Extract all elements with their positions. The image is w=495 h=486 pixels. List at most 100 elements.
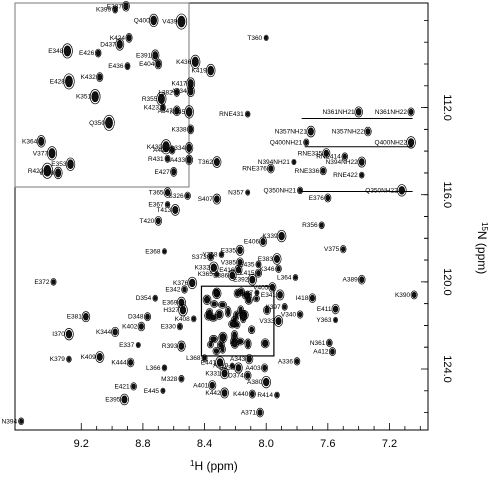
peak-label: E330 (161, 324, 177, 331)
peak-label: K339 (262, 233, 278, 240)
peak-label: K402 (122, 324, 138, 331)
peak-label: E341 (261, 292, 277, 299)
peak-ring (293, 357, 301, 366)
inset-peak-label: V439 (162, 19, 178, 26)
peak (275, 317, 282, 326)
peak-ring (406, 136, 416, 149)
inset-peak (116, 39, 123, 49)
peak (359, 172, 364, 178)
peak-label: K409 (81, 354, 97, 361)
peak (264, 35, 268, 40)
inset-peak-ring (36, 135, 46, 148)
peak-ring (306, 125, 316, 138)
x-tick-labels: 9.2 8.8 8.4 8.0 7.6 7.2 (74, 438, 398, 450)
peak (128, 359, 134, 366)
inset-peak-ring (187, 124, 195, 135)
peak-ring (201, 354, 208, 362)
peak (121, 395, 128, 404)
inset-peak-label: K436 (176, 59, 192, 66)
peak-ring (276, 229, 287, 243)
inset-peak-label: Q350 (89, 120, 105, 127)
peak-label: D348 (128, 314, 144, 321)
peak-label: E445 (144, 388, 160, 395)
inset-peak (63, 45, 72, 57)
inset-peak-ring (63, 73, 75, 90)
inset-peak-label: E404 (139, 61, 155, 68)
crowded-peak (234, 290, 240, 297)
peak-label: N361NH22 (375, 109, 408, 116)
inset-peak-label: D437 (100, 41, 116, 48)
peak-ring (95, 351, 105, 363)
inset-peak (123, 2, 129, 11)
peak-label: S326 (168, 193, 184, 200)
peak-label: V333 (259, 318, 275, 325)
peak-ring (359, 171, 365, 179)
inset-peak-label: K399 (96, 7, 112, 14)
inset-peak-label: R422 (28, 168, 44, 175)
inset-peak (174, 89, 180, 96)
peak (112, 328, 118, 336)
peak-ring (160, 387, 166, 394)
peak-ring (281, 303, 288, 311)
peak-label: R414 (257, 392, 273, 399)
inset-peak (207, 65, 214, 76)
peak (256, 270, 261, 277)
peak (273, 255, 280, 263)
peak-label: N394 (2, 418, 18, 425)
inset-peak-label: K419 (192, 68, 208, 75)
peak-label: N361 (310, 340, 326, 347)
peak-ring (50, 278, 57, 286)
inset-peak-ring (53, 166, 63, 180)
crowded-peak (211, 301, 217, 307)
inset-peak-label: E436 (108, 63, 124, 70)
peak-label: V340 (281, 312, 297, 319)
peak (179, 376, 184, 382)
peak-label: K332 (195, 265, 211, 272)
peak-label: Q350NH22 (365, 187, 398, 194)
peak (249, 390, 255, 398)
peak-ring (397, 184, 407, 197)
crowded-peak-ring (248, 325, 256, 335)
y-axis-label: 15N (ppm) (475, 222, 490, 274)
crowded-peak-ring (239, 311, 247, 324)
peak (263, 377, 270, 387)
peak (323, 149, 329, 157)
peak (177, 323, 182, 330)
peak (202, 355, 207, 361)
peak-ring (236, 257, 244, 268)
inset-peak-label: A433 (170, 157, 186, 164)
peak-ring (341, 152, 348, 161)
x-axis-label-sup: 1 (190, 459, 195, 468)
crowded-peak-ring (260, 338, 270, 349)
crowded-peak-ring (224, 306, 232, 318)
inset-peak-label: V377 (33, 150, 49, 157)
peak (275, 392, 279, 398)
inset-peak (113, 6, 118, 13)
peak-ring (358, 274, 366, 285)
y-tick-label: 120.0 (441, 268, 453, 296)
y-tick-labels: 112.0 116.0 120.0 124.0 (441, 94, 453, 383)
peak (208, 253, 214, 260)
inset-peak-ring (96, 72, 104, 82)
inset-peak (186, 143, 192, 153)
peak (182, 286, 187, 293)
inset-peak-ring (124, 62, 131, 71)
peak-label: E368 (145, 248, 161, 255)
crowded-peak-ring (233, 310, 240, 322)
peak-label: K365 (198, 271, 214, 278)
inset-peak-label: R355 (142, 96, 158, 103)
crowded-peak (232, 331, 237, 341)
peak-ring (209, 261, 219, 274)
peak-ring (259, 236, 268, 247)
peak-label: M328 (161, 376, 178, 383)
crowded-peak (210, 336, 217, 343)
peak (221, 389, 228, 397)
inset-peak-ring (148, 13, 159, 28)
peak (411, 291, 417, 298)
peak-ring (354, 106, 363, 118)
peak-label: E411 (317, 306, 332, 313)
peak-label: L415 (240, 270, 255, 277)
crowded-peak (236, 338, 244, 345)
